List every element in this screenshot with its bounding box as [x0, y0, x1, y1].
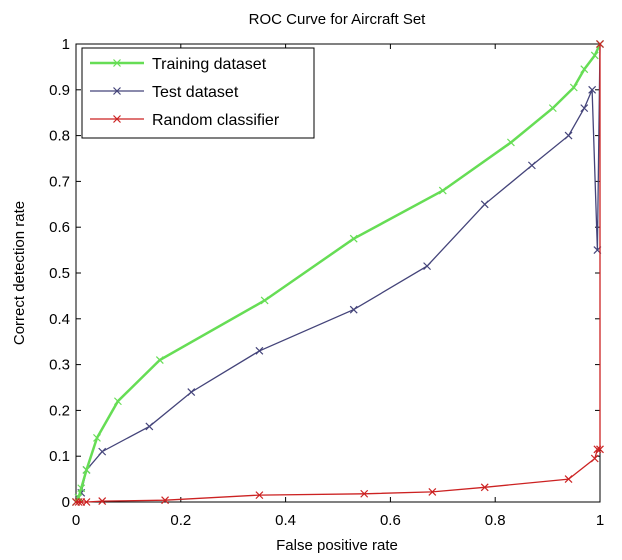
- data-point: [590, 454, 599, 463]
- y-tick-label: 0.5: [49, 265, 70, 282]
- data-point: [255, 491, 264, 500]
- x-tick-label: 0.2: [170, 512, 191, 529]
- y-tick-label: 0.9: [49, 82, 70, 99]
- x-tick-label: 0.8: [485, 512, 506, 529]
- data-point: [580, 104, 589, 113]
- y-tick-label: 0.6: [49, 219, 70, 236]
- data-point: [161, 496, 170, 505]
- legend-item: Training dataset: [90, 56, 267, 73]
- data-point: [255, 346, 264, 355]
- data-point: [596, 40, 604, 48]
- y-tick-label: 0.8: [49, 128, 70, 145]
- axis-ticks: 0 0.2 0.4 0.6 0.8 1 0 0.1 0.2 0.3 0.4 0.5 0.6 0.7 0.8 0…: [49, 36, 604, 529]
- data-point: [428, 487, 437, 496]
- y-tick-label: 0.3: [49, 357, 70, 374]
- data-point: [588, 85, 597, 94]
- data-point: [569, 83, 578, 92]
- data-point: [480, 200, 489, 209]
- x-axis-label: False positive rate: [276, 537, 398, 554]
- data-point: [260, 296, 269, 305]
- legend-label: Random classifier: [152, 112, 280, 129]
- data-point: [564, 475, 573, 484]
- data-point: [596, 445, 604, 454]
- data-point: [187, 388, 196, 397]
- data-point: [349, 305, 358, 314]
- data-point: [580, 65, 589, 74]
- series-line-training: [74, 43, 602, 503]
- data-point: [527, 161, 536, 170]
- data-point: [82, 466, 91, 474]
- x-tick-label: 0: [72, 512, 80, 529]
- data-point: [360, 489, 369, 498]
- data-point: [113, 397, 122, 406]
- data-point: [145, 422, 154, 431]
- y-tick-label: 0.1: [49, 448, 70, 465]
- x-tick-label: 1: [596, 512, 604, 529]
- legend-item: Random classifier: [90, 112, 280, 129]
- chart-title: ROC Curve for Aircraft Set: [249, 11, 427, 28]
- legend-label: Test dataset: [152, 84, 239, 101]
- data-point: [98, 447, 107, 456]
- data-point: [74, 498, 83, 506]
- data-point: [82, 498, 91, 506]
- legend-label: Training dataset: [152, 56, 267, 73]
- y-tick-label: 0.2: [49, 402, 70, 419]
- data-point: [77, 484, 86, 493]
- legend: Training dataset Test dataset Random class…: [81, 47, 315, 139]
- series-layer: [72, 40, 604, 506]
- data-point: [438, 186, 447, 195]
- y-tick-label: 0: [62, 494, 70, 511]
- data-point: [98, 497, 107, 506]
- data-point: [564, 131, 573, 140]
- y-tick-label: 0.7: [49, 173, 70, 190]
- data-point: [548, 104, 557, 113]
- data-point: [93, 433, 101, 442]
- data-point: [155, 356, 164, 364]
- data-point: [480, 483, 489, 492]
- x-tick-label: 0.6: [380, 512, 401, 529]
- data-point: [349, 234, 358, 243]
- y-axis-label: Correct detection rate: [11, 201, 28, 345]
- data-point: [423, 262, 432, 271]
- y-tick-label: 0.4: [49, 311, 70, 328]
- data-point: [506, 138, 515, 147]
- data-point: [593, 445, 602, 454]
- y-tick-label: 1: [62, 36, 70, 53]
- x-tick-label: 0.4: [275, 512, 296, 529]
- data-point: [590, 51, 599, 60]
- legend-item: Test dataset: [90, 84, 239, 101]
